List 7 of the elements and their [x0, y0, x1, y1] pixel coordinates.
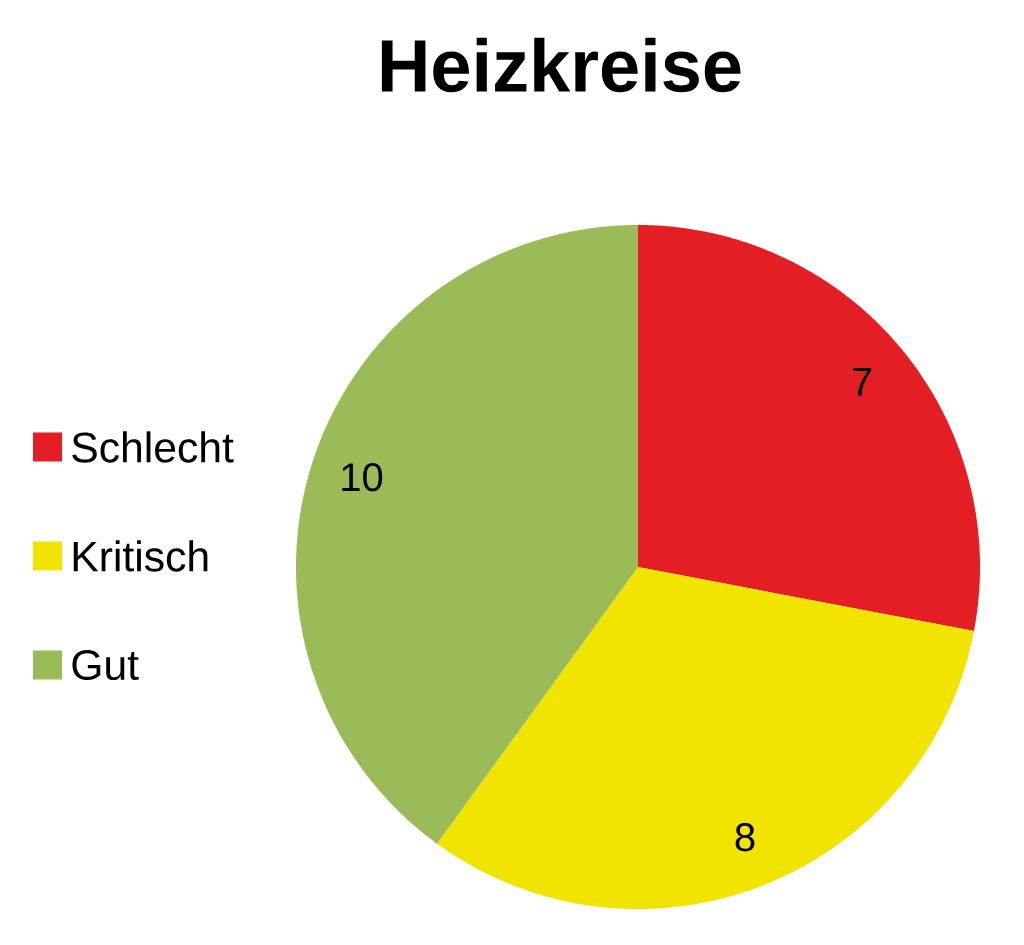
legend-label: Kritisch	[73, 540, 208, 572]
legend-label: Schlecht	[72, 431, 234, 463]
chart-title: Heizkreise	[381, 37, 741, 93]
data-label: 10	[342, 462, 383, 492]
data-label: 7	[852, 367, 872, 396]
data-label: 8	[735, 823, 755, 852]
legend-label: Gut	[72, 649, 139, 681]
